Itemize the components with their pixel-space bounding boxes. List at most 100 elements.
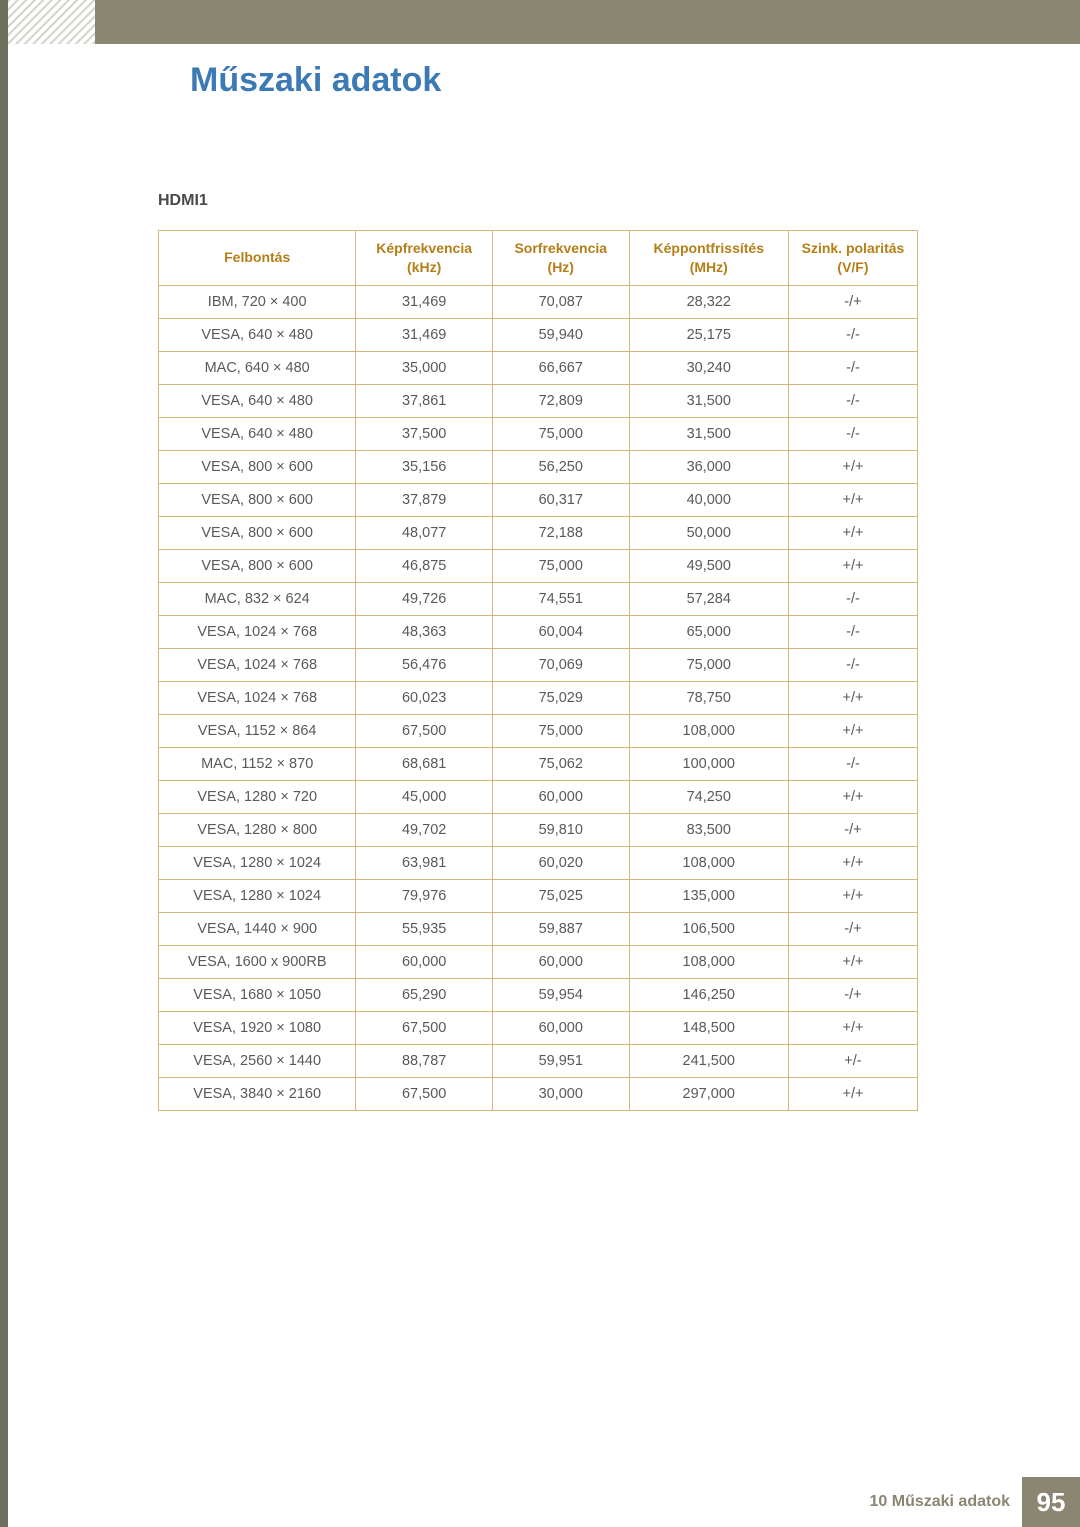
table-cell: VESA, 1680 × 1050 [159, 978, 356, 1011]
header-bar [95, 0, 1080, 44]
footer-text: 10 Műszaki adatok [870, 1493, 1023, 1511]
table-cell: 63,981 [356, 846, 493, 879]
table-header-cell: Képpontfrissítés(MHz) [629, 231, 788, 286]
table-cell: 83,500 [629, 813, 788, 846]
table-row: VESA, 3840 × 216067,50030,000297,000+/+ [159, 1077, 918, 1110]
page-title: Műszaki adatok [190, 61, 441, 100]
table-cell: MAC, 640 × 480 [159, 351, 356, 384]
table-cell: +/+ [788, 549, 917, 582]
table-cell: 108,000 [629, 945, 788, 978]
table-row: VESA, 1680 × 105065,29059,954146,250-/+ [159, 978, 918, 1011]
table-cell: 148,500 [629, 1011, 788, 1044]
table-cell: 75,000 [492, 714, 629, 747]
table-cell: 60,004 [492, 615, 629, 648]
table-cell: 72,188 [492, 516, 629, 549]
table-cell: VESA, 1152 × 864 [159, 714, 356, 747]
table-row: VESA, 800 × 60048,07772,18850,000+/+ [159, 516, 918, 549]
table-cell: VESA, 640 × 480 [159, 384, 356, 417]
table-cell: 36,000 [629, 450, 788, 483]
table-cell: 74,551 [492, 582, 629, 615]
table-cell: 40,000 [629, 483, 788, 516]
table-cell: 75,029 [492, 681, 629, 714]
table-cell: 66,667 [492, 351, 629, 384]
table-cell: 37,879 [356, 483, 493, 516]
table-cell: 50,000 [629, 516, 788, 549]
table-cell: 78,750 [629, 681, 788, 714]
table-row: VESA, 2560 × 144088,78759,951241,500+/- [159, 1044, 918, 1077]
table-cell: VESA, 1280 × 1024 [159, 879, 356, 912]
table-cell: +/- [788, 1044, 917, 1077]
table-cell: VESA, 1280 × 800 [159, 813, 356, 846]
table-cell: 45,000 [356, 780, 493, 813]
table-header-cell: Sorfrekvencia(Hz) [492, 231, 629, 286]
table-header-cell: Felbontás [159, 231, 356, 286]
table-cell: VESA, 1600 x 900RB [159, 945, 356, 978]
table-cell: +/+ [788, 450, 917, 483]
table-cell: 135,000 [629, 879, 788, 912]
table-cell: VESA, 800 × 600 [159, 483, 356, 516]
table-row: VESA, 640 × 48037,50075,00031,500-/- [159, 417, 918, 450]
table-cell: 60,020 [492, 846, 629, 879]
table-header-cell: Szink. polaritás(V/F) [788, 231, 917, 286]
table-cell: +/+ [788, 714, 917, 747]
table-cell: 108,000 [629, 846, 788, 879]
section-label: HDMI1 [158, 192, 208, 210]
table-cell: 88,787 [356, 1044, 493, 1077]
table-cell: 67,500 [356, 714, 493, 747]
table-row: VESA, 1280 × 72045,00060,00074,250+/+ [159, 780, 918, 813]
table-cell: +/+ [788, 1011, 917, 1044]
spec-table: FelbontásKépfrekvencia(kHz)Sorfrekvencia… [158, 230, 918, 1111]
table-cell: 37,500 [356, 417, 493, 450]
table-cell: 60,000 [492, 780, 629, 813]
table-cell: -/- [788, 648, 917, 681]
page-footer: 10 Műszaki adatok 95 [870, 1477, 1080, 1527]
table-cell: +/+ [788, 846, 917, 879]
table-cell: +/+ [788, 945, 917, 978]
table-cell: 35,156 [356, 450, 493, 483]
table-cell: MAC, 832 × 624 [159, 582, 356, 615]
table-cell: 30,240 [629, 351, 788, 384]
table-cell: VESA, 1280 × 1024 [159, 846, 356, 879]
table-cell: 67,500 [356, 1077, 493, 1110]
table-cell: 106,500 [629, 912, 788, 945]
table-cell: 68,681 [356, 747, 493, 780]
table-cell: 74,250 [629, 780, 788, 813]
table-row: VESA, 640 × 48037,86172,80931,500-/- [159, 384, 918, 417]
table-cell: 35,000 [356, 351, 493, 384]
table-cell: 49,702 [356, 813, 493, 846]
table-cell: 108,000 [629, 714, 788, 747]
table-row: VESA, 1024 × 76860,02375,02978,750+/+ [159, 681, 918, 714]
table-cell: 31,469 [356, 285, 493, 318]
table-cell: 75,000 [629, 648, 788, 681]
table-cell: IBM, 720 × 400 [159, 285, 356, 318]
table-cell: +/+ [788, 780, 917, 813]
table-cell: 48,077 [356, 516, 493, 549]
table-cell: 60,000 [492, 945, 629, 978]
table-cell: 31,500 [629, 417, 788, 450]
table-cell: -/+ [788, 813, 917, 846]
table-cell: -/- [788, 384, 917, 417]
table-cell: 59,940 [492, 318, 629, 351]
table-cell: -/+ [788, 285, 917, 318]
table-cell: VESA, 640 × 480 [159, 318, 356, 351]
table-cell: 75,000 [492, 417, 629, 450]
table-cell: 60,317 [492, 483, 629, 516]
table-row: MAC, 640 × 48035,00066,66730,240-/- [159, 351, 918, 384]
table-cell: 30,000 [492, 1077, 629, 1110]
table-row: VESA, 1440 × 90055,93559,887106,500-/+ [159, 912, 918, 945]
table-cell: 49,500 [629, 549, 788, 582]
table-cell: VESA, 1440 × 900 [159, 912, 356, 945]
spec-table-wrap: FelbontásKépfrekvencia(kHz)Sorfrekvencia… [158, 230, 918, 1111]
table-cell: 75,062 [492, 747, 629, 780]
table-cell: -/- [788, 318, 917, 351]
table-cell: -/- [788, 417, 917, 450]
table-row: IBM, 720 × 40031,46970,08728,322-/+ [159, 285, 918, 318]
table-row: VESA, 800 × 60046,87575,00049,500+/+ [159, 549, 918, 582]
table-cell: VESA, 2560 × 1440 [159, 1044, 356, 1077]
table-cell: -/+ [788, 978, 917, 1011]
table-cell: -/- [788, 351, 917, 384]
table-row: VESA, 800 × 60035,15656,25036,000+/+ [159, 450, 918, 483]
table-cell: 75,000 [492, 549, 629, 582]
table-cell: +/+ [788, 681, 917, 714]
table-cell: +/+ [788, 879, 917, 912]
